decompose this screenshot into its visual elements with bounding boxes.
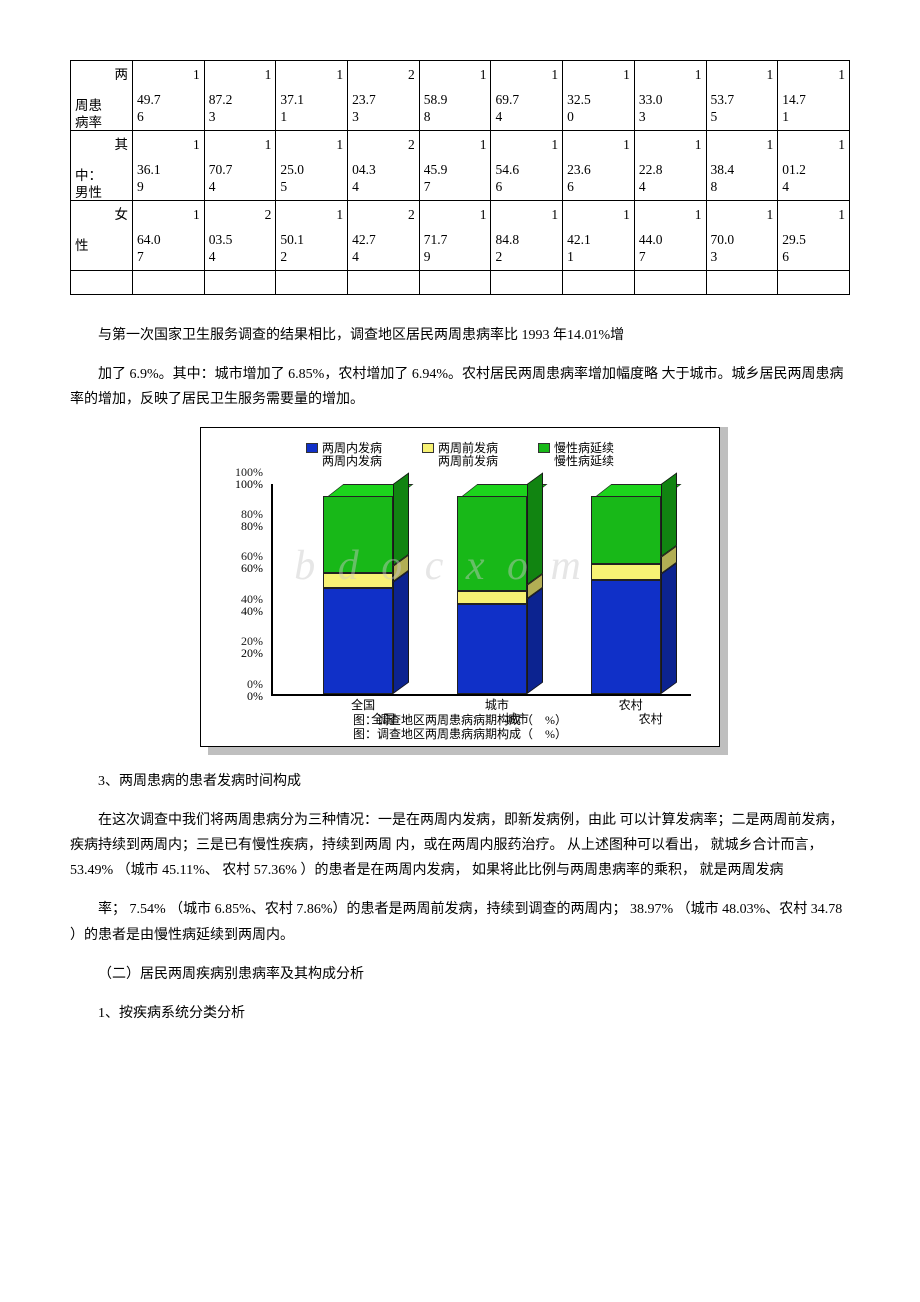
bar-side-face [661,472,677,694]
bar-segment [323,588,393,694]
heading-5: 1、按疾病系统分类分析 [70,1001,850,1026]
y-tick-label: 0% [247,690,263,702]
y-tick-label: 20% [241,647,263,659]
paragraph-2: 加了 6.9%。其中：城市增加了 6.85%，农村增加了 6.94%。农村居民两… [70,362,850,412]
y-tick-label: 100% [235,478,263,490]
y-tick-label: 20% [241,635,263,647]
legend-swatch [538,443,550,453]
legend-item-dup: 慢性病延续 [554,451,614,473]
y-tick-label: 60% [241,562,263,574]
legend-swatch [422,443,434,453]
heading-3: 3、两周患病的患者发病时间构成 [70,769,850,794]
y-tick-label: 40% [241,593,263,605]
y-tick-label: 0% [247,678,263,690]
bar-front-face [591,496,661,694]
chart-caption-line1: 图：调查地区两周患病病期构成（ %） [201,713,719,727]
paragraph-4: 率； 7.54% （城市 6.85%、农村 7.86%）的患者是两周前发病，持续… [70,897,850,947]
bar-side-face [393,472,409,694]
bar-side-segment [661,561,677,693]
y-axis-labels: 0%0%20%20%40%40%60%60%80%80%100%100% [221,484,265,696]
chart-caption-line2: 图：调查地区两周患病病期构成（ %） [201,727,719,741]
bar-segment [457,591,527,605]
y-tick-label: 80% [241,508,263,520]
bar-side-face [527,472,543,694]
paragraph-3: 在这次调查中我们将两周患病分为三种情况：一是在两周内发病，即新发病例，由此 可以… [70,808,850,884]
bar-segment [323,496,393,573]
y-tick-label: 80% [241,520,263,532]
chart-body: b d o c x o m 两周内发病两周前发病慢性病延续 两周内发病两周前发病… [200,427,720,747]
bar-segment [591,580,661,694]
bar-side-segment [393,570,409,694]
bar-segment [457,604,527,693]
y-tick-label: 40% [241,605,263,617]
table-row: 女 性164.0 7203.5 4150.1 2242.7 4171.7 918… [71,201,850,271]
table-row: 其 中： 男性136.1 9170.7 4125.0 5204.3 4145.9… [71,131,850,201]
bar-front-face [457,496,527,694]
paragraph-1: 与第一次国家卫生服务调查的结果相比，调查地区居民两周患病率比 1993 年14.… [70,323,850,348]
bar-segment [457,496,527,591]
bar-segment [323,573,393,588]
y-tick-label: 100% [235,466,263,478]
y-tick-label: 60% [241,550,263,562]
chart-container: b d o c x o m 两周内发病两周前发病慢性病延续 两周内发病两周前发病… [200,427,720,747]
morbidity-table: 两 周患 病率149.7 6187.2 3137.1 1223.7 3158.9… [70,60,850,295]
bar-front-face [323,496,393,694]
chart-legend-dup: 两周内发病 两周前发病 慢性病延续 [201,451,719,473]
bar-side-segment [661,472,677,557]
bar-group: 全国全国 [323,484,413,694]
bar-side-segment [527,472,543,584]
table-row: 两 周患 病率149.7 6187.2 3137.1 1223.7 3158.9… [71,61,850,131]
heading-4: （二）居民两周疾病别患病率及其构成分析 [70,962,850,987]
legend-item-dup: 两周前发病 [438,451,498,473]
bar-side-segment [393,472,409,565]
bar-side-segment [527,587,543,693]
legend-swatch [306,443,318,453]
bar-segment [591,564,661,580]
bar-group: 农村农村 [591,484,681,694]
legend-item-dup: 两周内发病 [322,451,382,473]
chart-plot-area: 全国全国城市城市农村农村 [271,484,691,696]
table-spacer-row [71,271,850,295]
chart-caption: 图：调查地区两周患病病期构成（ %） 图：调查地区两周患病病期构成（ %） [201,713,719,742]
bar-group: 城市城市 [457,484,547,694]
bar-segment [591,496,661,565]
